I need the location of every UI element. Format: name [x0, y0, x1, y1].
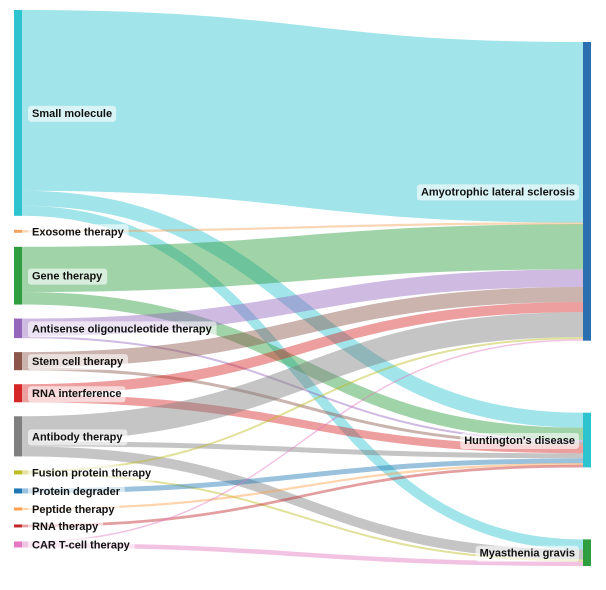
target-label-amyotrophic-lateral-sclerosis: Amyotrophic lateral sclerosis	[416, 184, 579, 201]
svg-text:Antibody therapy: Antibody therapy	[32, 431, 123, 443]
source-label-gene-therapy: Gene therapy	[28, 268, 108, 285]
link-small-molecule-to-amyotrophic-lateral-sclerosis	[21, 10, 584, 223]
svg-text:Stem cell therapy: Stem cell therapy	[32, 356, 124, 368]
target-node-amyotrophic-lateral-sclerosis	[583, 42, 591, 341]
source-label-stem-cell-therapy: Stem cell therapy	[28, 354, 128, 371]
target-label-myasthenia-gravis: Myasthenia gravis	[475, 545, 579, 562]
source-node-fusion-protein-therapy	[14, 470, 22, 475]
link-small-molecule-to-huntington-s-disease	[21, 190, 584, 428]
target-node-huntington-s-disease	[583, 412, 591, 468]
link-peptide-therapy-to-huntington-s-disease	[21, 463, 584, 511]
sankey-labels: Small molecule Exosome therapy Gene therap…	[28, 105, 579, 562]
target-node-myasthenia-gravis	[583, 539, 591, 566]
source-label-exosome-therapy: Exosome therapy	[28, 224, 129, 241]
source-node-rna-therapy	[14, 524, 22, 528]
svg-text:Protein degrader: Protein degrader	[32, 486, 121, 498]
source-label-rna-interference: RNA interference	[28, 386, 126, 403]
link-rna-therapy-to-huntington-s-disease	[21, 464, 584, 528]
svg-text:Gene therapy: Gene therapy	[32, 271, 103, 283]
link-gene-therapy-to-amyotrophic-lateral-sclerosis	[21, 224, 584, 292]
source-label-antisense-oligonucleotide-therapy: Antisense oligonucleotide therapy	[28, 321, 217, 338]
svg-text:Antisense oligonucleotide ther: Antisense oligonucleotide therapy	[32, 323, 213, 335]
source-node-exosome-therapy	[14, 229, 22, 233]
source-label-small-molecule: Small molecule	[28, 105, 117, 122]
source-label-rna-therapy: RNA therapy	[28, 518, 104, 535]
source-node-rna-interference	[14, 384, 22, 403]
link-car-t-cell-therapy-to-amyotrophic-lateral-sclerosis	[21, 339, 584, 543]
svg-text:Myasthenia gravis: Myasthenia gravis	[480, 548, 575, 560]
source-label-protein-degrader: Protein degrader	[28, 483, 125, 500]
svg-text:Fusion protein therapy: Fusion protein therapy	[32, 467, 152, 479]
svg-text:RNA interference: RNA interference	[32, 388, 121, 400]
target-label-huntington-s-disease: Huntington's disease	[460, 433, 579, 450]
link-antibody-therapy-to-amyotrophic-lateral-sclerosis	[21, 312, 584, 442]
svg-text:RNA therapy: RNA therapy	[32, 521, 99, 533]
svg-text:Small molecule: Small molecule	[32, 108, 112, 120]
source-node-car-t-cell-therapy	[14, 541, 22, 548]
svg-text:Huntington's disease: Huntington's disease	[464, 435, 575, 447]
svg-text:Exosome therapy: Exosome therapy	[32, 226, 125, 238]
source-label-fusion-protein-therapy: Fusion protein therapy	[28, 465, 157, 482]
source-node-antisense-oligonucleotide-therapy	[14, 318, 22, 339]
source-node-gene-therapy	[14, 246, 22, 305]
link-rna-interference-to-amyotrophic-lateral-sclerosis	[21, 302, 584, 395]
source-node-small-molecule	[14, 10, 22, 216]
source-node-peptide-therapy	[14, 507, 22, 511]
source-node-antibody-therapy	[14, 416, 22, 457]
source-label-peptide-therapy: Peptide therapy	[28, 501, 120, 518]
svg-text:CAR T-cell therapy: CAR T-cell therapy	[32, 539, 131, 551]
source-node-protein-degrader	[14, 488, 22, 494]
sankey-nodes	[14, 10, 591, 566]
link-gene-therapy-to-huntington-s-disease	[21, 291, 584, 441]
link-fusion-protein-therapy-to-amyotrophic-lateral-sclerosis	[21, 337, 584, 473]
svg-text:Amyotrophic lateral sclerosis: Amyotrophic lateral sclerosis	[421, 186, 575, 198]
svg-text:Peptide therapy: Peptide therapy	[32, 504, 115, 516]
source-node-stem-cell-therapy	[14, 352, 22, 371]
source-label-antibody-therapy: Antibody therapy	[28, 429, 128, 446]
source-label-car-t-cell-therapy: CAR T-cell therapy	[28, 537, 135, 554]
